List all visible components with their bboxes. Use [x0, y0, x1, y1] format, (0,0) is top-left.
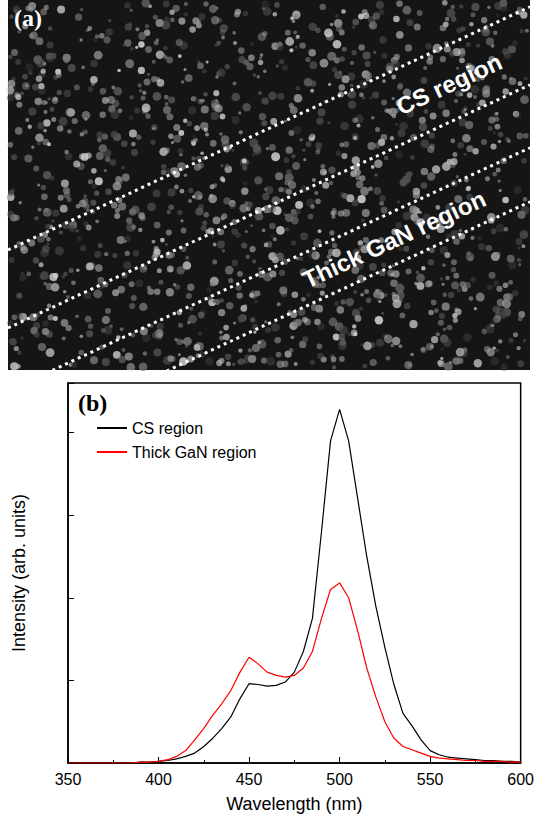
svg-text:Thick GaN region: Thick GaN region [132, 444, 257, 461]
svg-text:Wavelength (nm): Wavelength (nm) [226, 794, 362, 814]
svg-text:600: 600 [507, 771, 534, 788]
svg-text:(b): (b) [78, 390, 107, 416]
svg-text:400: 400 [145, 771, 172, 788]
svg-text:350: 350 [55, 771, 82, 788]
svg-text:500: 500 [326, 771, 353, 788]
svg-text:Intensity (arb. units): Intensity (arb. units) [9, 494, 29, 652]
svg-text:550: 550 [417, 771, 444, 788]
svg-text:Thick GaN region: Thick GaN region [298, 185, 490, 293]
svg-text:CS region: CS region [392, 48, 506, 120]
svg-text:(a): (a) [14, 5, 42, 31]
svg-text:450: 450 [236, 771, 263, 788]
svg-text:CS region: CS region [132, 420, 203, 437]
